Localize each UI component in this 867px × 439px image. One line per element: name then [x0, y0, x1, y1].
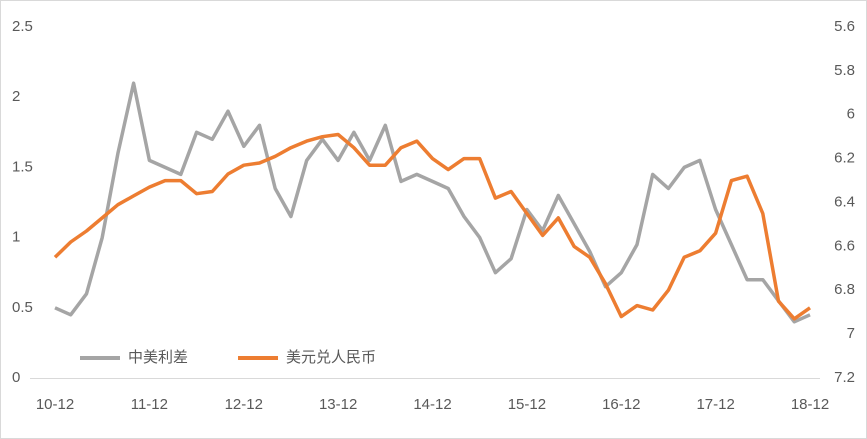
y2-tick-label: 5.6	[834, 18, 855, 35]
y2-tick-label: 7.2	[834, 369, 855, 386]
y2-tick-label: 6.4	[834, 193, 855, 210]
x-tick-label: 12-12	[225, 396, 263, 413]
y2-tick-label: 6.2	[834, 150, 855, 167]
x-tick-label: 16-12	[602, 396, 640, 413]
x-tick-label: 11-12	[131, 396, 168, 413]
y-tick-label: 1	[12, 229, 20, 246]
x-tick-label: 10-12	[36, 396, 74, 413]
x-tick-label: 17-12	[696, 396, 734, 413]
y2-tick-label: 5.8	[834, 62, 855, 79]
x-tick-label: 15-12	[508, 396, 546, 413]
y-tick-label: 0	[12, 369, 20, 386]
y2-tick-label: 7	[847, 325, 855, 342]
y2-tick-label: 6.6	[834, 237, 855, 254]
legend-label: 中美利差	[128, 349, 188, 366]
y2-tick-label: 6.8	[834, 281, 855, 298]
legend-label: 美元兑人民币	[286, 349, 376, 366]
series-line	[54, 81, 811, 324]
x-tick-label: 18-12	[791, 396, 829, 413]
series-line	[53, 132, 812, 321]
y-tick-label: 2	[12, 88, 20, 105]
y-tick-label: 2.5	[12, 18, 33, 35]
y-tick-label: 1.5	[12, 158, 33, 175]
x-tick-label: 13-12	[319, 396, 357, 413]
x-tick-label: 14-12	[413, 396, 451, 413]
y2-tick-label: 6	[847, 106, 855, 123]
y-tick-label: 0.5	[12, 299, 33, 316]
